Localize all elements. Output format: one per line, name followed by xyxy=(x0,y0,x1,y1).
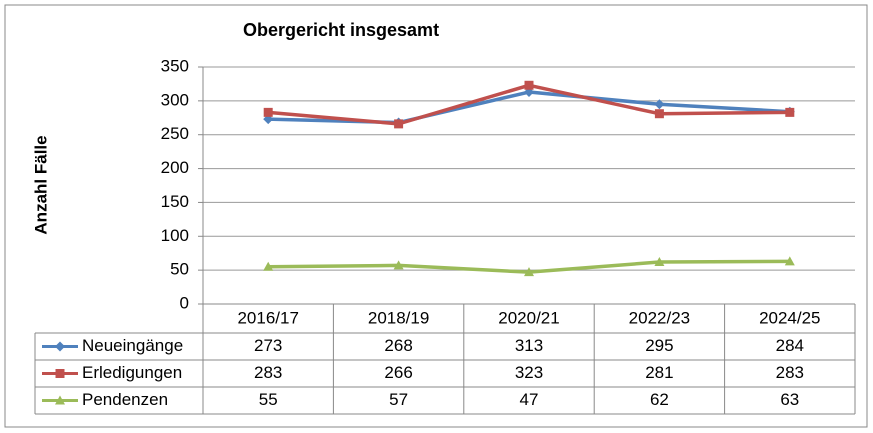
marker xyxy=(55,341,65,352)
legend-label: Pendenzen xyxy=(82,390,168,409)
x-tick-label: 2020/21 xyxy=(498,308,559,327)
table-value: 273 xyxy=(254,336,282,355)
y-tick-label: 250 xyxy=(161,124,189,143)
table-value: 63 xyxy=(780,390,799,409)
x-tick-label: 2024/25 xyxy=(759,308,820,327)
marker xyxy=(524,267,534,277)
legend-label: Neueingänge xyxy=(82,336,183,355)
x-tick-label: 2022/23 xyxy=(629,308,690,327)
marker xyxy=(263,107,273,117)
y-tick-label: 350 xyxy=(161,56,189,75)
table-value: 295 xyxy=(645,336,673,355)
table-value: 62 xyxy=(650,390,669,409)
table-value: 268 xyxy=(384,336,412,355)
y-tick-label: 50 xyxy=(170,260,189,279)
table-value: 55 xyxy=(259,390,278,409)
marker xyxy=(263,261,274,271)
x-tick-label: 2016/17 xyxy=(237,308,298,327)
x-tick-label: 2018/19 xyxy=(368,308,429,327)
marker xyxy=(55,369,65,378)
chart-border xyxy=(4,4,868,428)
y-tick-label: 300 xyxy=(161,90,189,109)
table-value: 313 xyxy=(515,336,543,355)
y-tick-label: 200 xyxy=(161,158,189,177)
table-value: 283 xyxy=(776,363,804,382)
marker xyxy=(654,257,665,267)
y-axis-label: Anzahl Fälle xyxy=(31,135,50,234)
table-value: 281 xyxy=(645,363,673,382)
marker xyxy=(394,119,404,129)
chart-title: Obergericht insgesamt xyxy=(243,20,439,40)
y-tick-label: 0 xyxy=(180,293,189,312)
table-value: 283 xyxy=(254,363,282,382)
marker xyxy=(393,260,404,270)
table-value: 284 xyxy=(776,336,804,355)
marker xyxy=(784,256,795,266)
y-tick-label: 100 xyxy=(161,226,189,245)
table-value: 266 xyxy=(384,363,412,382)
marker xyxy=(55,395,65,405)
marker xyxy=(524,80,534,90)
marker xyxy=(654,109,664,119)
legend-label: Erledigungen xyxy=(82,363,182,382)
table-value: 57 xyxy=(389,390,408,409)
y-tick-label: 150 xyxy=(161,192,189,211)
table-value: 323 xyxy=(515,363,543,382)
table-value: 47 xyxy=(520,390,539,409)
marker xyxy=(654,99,665,110)
marker xyxy=(785,107,795,117)
